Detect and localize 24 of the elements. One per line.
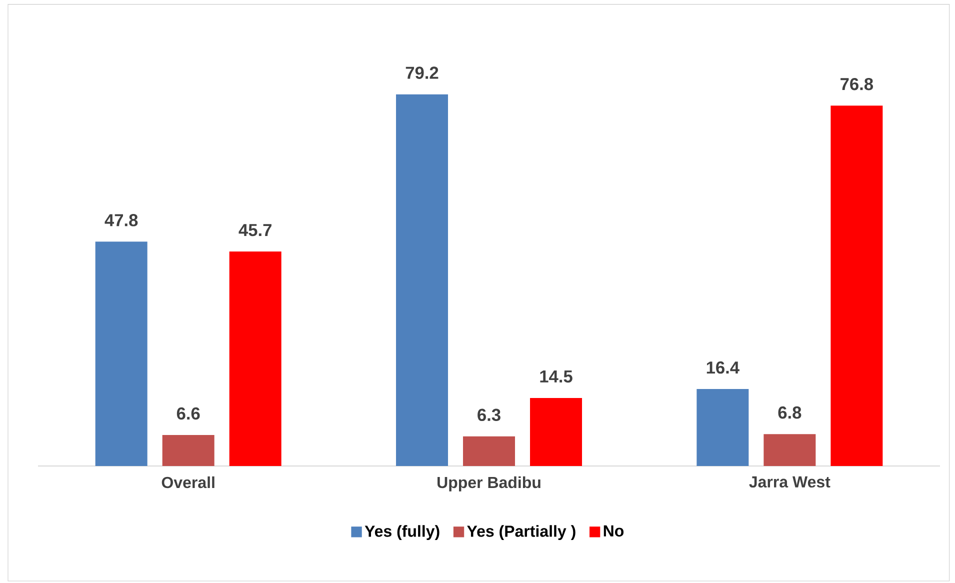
bar (229, 252, 282, 466)
bar (95, 242, 148, 466)
x-tick-label: Jarra West (749, 476, 830, 488)
bar (696, 389, 749, 466)
data-label: 79.2 (406, 66, 438, 79)
data-label: 45.7 (238, 224, 272, 236)
bar (530, 398, 582, 466)
x-tick-label: Overall (162, 476, 214, 488)
data-label: 14.5 (540, 370, 572, 383)
data-label: 16.4 (706, 361, 740, 374)
data-label: 6.8 (778, 406, 802, 419)
bar (463, 436, 516, 466)
bar (830, 106, 883, 466)
legend-label: Yes (fully) (364, 525, 440, 540)
data-label: 76.8 (840, 78, 874, 90)
legend-label: Yes (Partially ) (467, 525, 576, 540)
data-label: 6.3 (478, 408, 500, 422)
data-label: 47.8 (104, 214, 138, 226)
x-tick-label: Upper Badibu (438, 476, 540, 492)
bar (162, 435, 214, 466)
bar (396, 94, 448, 466)
bar (764, 434, 816, 466)
data-label: 6.6 (176, 407, 200, 420)
legend-label: No (604, 525, 624, 537)
